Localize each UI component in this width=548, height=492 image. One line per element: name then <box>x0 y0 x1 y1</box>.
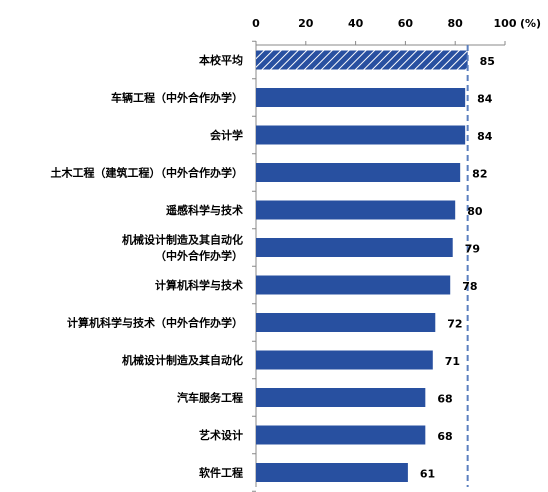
data-label: 85 <box>480 55 495 68</box>
x-tick-label: 40 <box>348 17 364 30</box>
bar <box>256 313 436 332</box>
bar <box>256 125 466 145</box>
x-tick-label: 80 <box>448 17 464 30</box>
bar <box>256 388 426 407</box>
category-label: （中外合作办学） <box>155 249 243 263</box>
x-tick-label: 60 <box>398 17 414 30</box>
data-label: 72 <box>447 318 462 331</box>
data-label: 68 <box>437 393 452 406</box>
category-label: 计算机科学与技术 <box>155 278 243 292</box>
category-label: 遥感科学与技术 <box>166 203 243 217</box>
bar <box>256 50 468 70</box>
data-label: 84 <box>477 130 493 143</box>
category-label: 汽车服务工程 <box>177 391 243 405</box>
category-label: 机械设计制造及其自动化 <box>122 353 243 367</box>
category-label: 艺术设计 <box>199 428 243 442</box>
bar <box>256 88 466 107</box>
category-label: 机械设计制造及其自动化 <box>122 233 243 247</box>
data-label: 61 <box>420 468 435 481</box>
x-tick-label: 20 <box>298 17 314 30</box>
bar <box>256 163 461 182</box>
bar <box>256 238 453 257</box>
bar <box>256 425 426 445</box>
bar <box>256 275 451 295</box>
bar <box>256 350 433 370</box>
x-tick-label: 100 <box>494 17 517 30</box>
category-label: 会计学 <box>210 128 243 142</box>
data-label: 82 <box>472 168 487 181</box>
category-label: 本校平均 <box>199 53 243 67</box>
data-label: 84 <box>477 93 493 106</box>
data-label: 79 <box>465 243 480 256</box>
x-tick-label: 0 <box>252 17 260 30</box>
bar <box>256 463 408 482</box>
data-label: 80 <box>467 205 483 218</box>
data-label: 68 <box>437 430 452 443</box>
bar <box>256 200 456 220</box>
category-label: 土木工程（建筑工程）（中外合作办学） <box>51 166 244 180</box>
data-label: 71 <box>445 355 460 368</box>
category-label: 软件工程 <box>199 466 243 480</box>
category-label: 车辆工程（中外合作办学） <box>111 91 243 105</box>
category-label: 计算机科学与技术（中外合作办学） <box>67 316 243 330</box>
data-label: 78 <box>462 280 477 293</box>
unit-label: (%) <box>520 17 541 30</box>
